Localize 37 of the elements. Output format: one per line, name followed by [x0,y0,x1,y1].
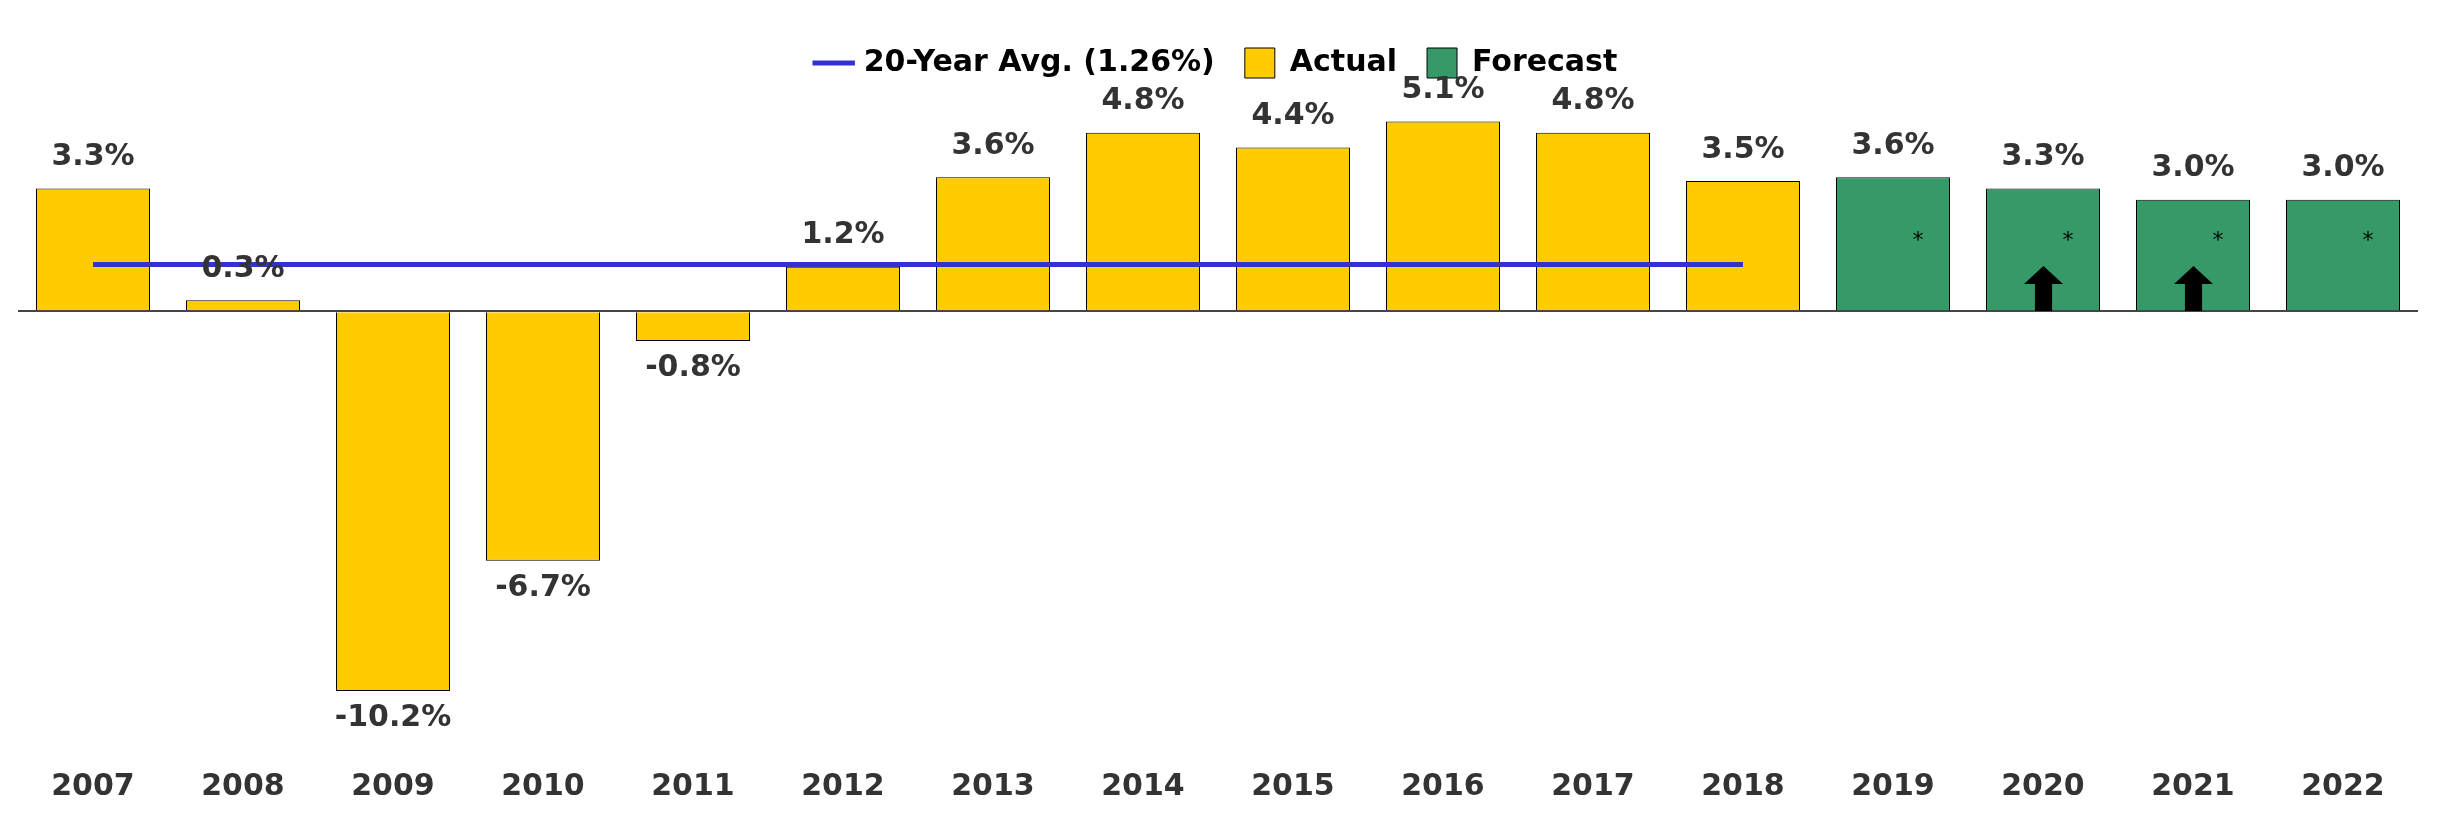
data-label: 3.3% [2001,137,2085,173]
x-tick-label: 2014 [1101,766,1185,802]
data-label: -6.7% [495,567,591,603]
x-tick-label: 2013 [951,766,1035,802]
data-label: 3.6% [951,126,1035,162]
legend-label: Actual [1289,42,1398,78]
x-tick-label: 2015 [1251,766,1335,802]
legend-label: 20-Year Avg. (1.26%) [863,42,1215,78]
data-label: -0.8% [645,347,741,383]
data-label: 3.3% [51,137,135,173]
x-tick-label: 2019 [1851,766,1935,802]
x-tick-label: 2011 [651,766,735,802]
x-tick-label: 2009 [351,766,435,802]
x-tick-label: 2016 [1401,766,1485,802]
x-tick-label: 2007 [51,766,135,802]
x-tick-label: 2017 [1551,766,1635,802]
x-tick-label: 2012 [801,766,885,802]
data-label: 3.5% [1701,129,1785,165]
data-label: 4.4% [1251,96,1335,132]
data-label: 3.0% [2301,148,2385,184]
data-label: 3.0% [2151,148,2235,184]
x-tick-label: 2008 [201,766,285,802]
annotation: * [2212,227,2224,253]
x-tick-label: 2020 [2001,766,2085,802]
annotation: * [2362,227,2374,253]
x-tick-label: 2018 [1701,766,1785,802]
data-label: 1.2% [801,215,885,251]
annotation: * [2062,227,2074,253]
data-label: 4.8% [1551,81,1635,117]
x-tick-label: 2021 [2151,766,2235,802]
data-label: -10.2% [334,697,452,733]
data-label: 5.1% [1401,70,1485,106]
x-tick-label: 2010 [501,766,585,802]
x-tick-label: 2022 [2301,766,2385,802]
data-label: 4.8% [1101,81,1185,117]
data-label: 3.6% [1851,126,1935,162]
annotation: * [1912,227,1924,253]
